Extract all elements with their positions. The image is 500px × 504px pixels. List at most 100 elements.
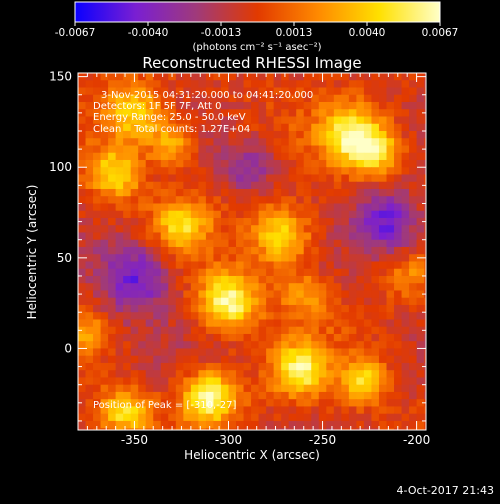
- heatmap-cell: [341, 116, 350, 125]
- heatmap-cell: [85, 196, 94, 205]
- heatmap-cell: [108, 217, 117, 226]
- heatmap-cell: [183, 268, 192, 277]
- heatmap-cell: [175, 101, 184, 110]
- heatmap-cell: [363, 268, 373, 277]
- heatmap-cell: [220, 239, 230, 248]
- heatmap-cell: [183, 145, 192, 154]
- heatmap-cell: [236, 348, 245, 357]
- heatmap-cell: [311, 73, 320, 81]
- heatmap-cell: [318, 290, 327, 299]
- heatmap-cell: [236, 73, 245, 81]
- heatmap-cell: [85, 167, 94, 176]
- heatmap-cell: [386, 210, 395, 219]
- heatmap-cell: [213, 283, 222, 292]
- heatmap-cell: [288, 116, 297, 125]
- heatmap-cell: [243, 290, 252, 299]
- heatmap-cell: [341, 167, 350, 176]
- heatmap-cell: [183, 167, 192, 176]
- heatmap-cell: [273, 406, 282, 415]
- heatmap-cell: [371, 406, 380, 415]
- heatmap-cell: [115, 94, 124, 103]
- heatmap-cell: [386, 116, 395, 125]
- heatmap-cell: [123, 304, 132, 313]
- heatmap-cell: [409, 319, 418, 328]
- heatmap-cell: [228, 399, 237, 408]
- heatmap-cell: [281, 94, 290, 103]
- heatmap-cell: [258, 225, 267, 234]
- heatmap-cell: [100, 391, 109, 400]
- heatmap-cell: [160, 246, 169, 255]
- heatmap-cell: [130, 333, 139, 342]
- heatmap-cell: [318, 123, 327, 132]
- heatmap-cell: [296, 406, 305, 415]
- heatmap-cell: [243, 138, 252, 147]
- heatmap-cell: [175, 232, 184, 241]
- heatmap-cell: [401, 87, 410, 96]
- heatmap-cell: [401, 101, 410, 110]
- heatmap-cell: [78, 297, 87, 306]
- heatmap-cell: [251, 370, 260, 379]
- heatmap-cell: [85, 297, 94, 306]
- heatmap-cell: [371, 145, 380, 154]
- heatmap-cell: [348, 116, 357, 125]
- heatmap-cell: [168, 196, 177, 205]
- heatmap-cell: [236, 94, 245, 103]
- heatmap-cell: [168, 333, 177, 342]
- heatmap-cell: [348, 159, 357, 168]
- heatmap-cell: [318, 87, 327, 96]
- heatmap-cell: [318, 275, 327, 284]
- heatmap-cell: [213, 73, 222, 81]
- heatmap-cell: [205, 239, 215, 248]
- heatmap-cell: [266, 261, 275, 270]
- heatmap-cell: [198, 130, 207, 139]
- heatmap-cell: [153, 283, 162, 292]
- heatmap-cell: [288, 159, 297, 168]
- heatmap-cell: [183, 116, 192, 125]
- heatmap-cell: [409, 370, 418, 379]
- heatmap-cell: [251, 377, 260, 386]
- heatmap-cell: [168, 181, 177, 190]
- heatmap-cell: [251, 196, 260, 205]
- heatmap-cell: [236, 420, 245, 429]
- heatmap-cell: [228, 203, 237, 212]
- heatmap-cell: [123, 196, 132, 205]
- heatmap-cell: [251, 101, 260, 110]
- heatmap-cell: [130, 406, 139, 415]
- heatmap-cell: [183, 196, 192, 205]
- heatmap-cell: [394, 217, 403, 226]
- heatmap-cell: [145, 246, 154, 255]
- heatmap-cell: [416, 203, 425, 212]
- heatmap-cell: [341, 188, 350, 197]
- heatmap-cell: [236, 174, 245, 183]
- heatmap-cell: [363, 159, 373, 168]
- heatmap-cell: [153, 225, 162, 234]
- heatmap-cell: [378, 87, 388, 96]
- heatmap-cell: [115, 254, 124, 263]
- heatmap-cell: [371, 159, 380, 168]
- heatmap-cell: [394, 341, 403, 350]
- heatmap-cell: [311, 283, 320, 292]
- heatmap-cell: [138, 188, 147, 197]
- heatmap-cell: [394, 355, 403, 364]
- heatmap-cell: [333, 101, 342, 110]
- heatmap-cell: [243, 275, 252, 284]
- heatmap-cell: [93, 87, 102, 96]
- heatmap-cell: [205, 181, 215, 190]
- heatmap-cell: [160, 174, 169, 183]
- heatmap-cell: [409, 261, 418, 270]
- heatmap-cell: [288, 225, 297, 234]
- heatmap-cell: [183, 355, 192, 364]
- heatmap-cell: [326, 362, 335, 371]
- heatmap-cell: [401, 217, 410, 226]
- heatmap-cell: [78, 80, 87, 89]
- heatmap-cell: [258, 254, 267, 263]
- heatmap-cell: [123, 341, 132, 350]
- heatmap-cell: [130, 123, 139, 132]
- heatmap-cell: [228, 413, 237, 422]
- heatmap-cell: [273, 101, 282, 110]
- heatmap-cell: [333, 268, 342, 277]
- heatmap-cell: [266, 384, 275, 393]
- heatmap-cell: [138, 80, 147, 89]
- heatmap-cell: [108, 101, 117, 110]
- heatmap-cell: [296, 384, 305, 393]
